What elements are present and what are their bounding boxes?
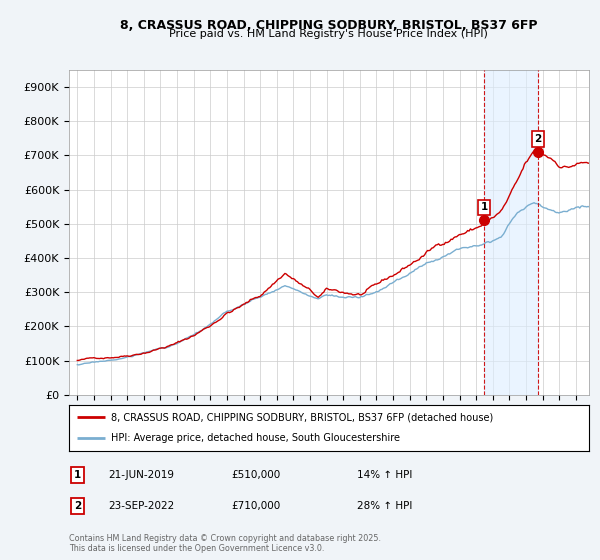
Text: 2: 2 xyxy=(535,134,542,144)
Text: 8, CRASSUS ROAD, CHIPPING SODBURY, BRISTOL, BS37 6FP: 8, CRASSUS ROAD, CHIPPING SODBURY, BRIST… xyxy=(120,19,538,32)
Text: 1: 1 xyxy=(481,203,488,212)
Bar xyxy=(484,70,538,395)
Text: 28% ↑ HPI: 28% ↑ HPI xyxy=(357,501,412,511)
Text: Contains HM Land Registry data © Crown copyright and database right 2025.
This d: Contains HM Land Registry data © Crown c… xyxy=(69,534,381,553)
Text: £710,000: £710,000 xyxy=(231,501,280,511)
Text: 23-SEP-2022: 23-SEP-2022 xyxy=(108,501,174,511)
Text: HPI: Average price, detached house, South Gloucestershire: HPI: Average price, detached house, Sout… xyxy=(110,433,400,444)
Text: Price paid vs. HM Land Registry's House Price Index (HPI): Price paid vs. HM Land Registry's House … xyxy=(169,29,488,39)
Text: 14% ↑ HPI: 14% ↑ HPI xyxy=(357,470,412,480)
Text: 2: 2 xyxy=(74,501,81,511)
Text: 8, CRASSUS ROAD, CHIPPING SODBURY, BRISTOL, BS37 6FP (detached house): 8, CRASSUS ROAD, CHIPPING SODBURY, BRIST… xyxy=(110,412,493,422)
Text: £510,000: £510,000 xyxy=(231,470,280,480)
Text: 1: 1 xyxy=(74,470,81,480)
Text: 21-JUN-2019: 21-JUN-2019 xyxy=(108,470,174,480)
